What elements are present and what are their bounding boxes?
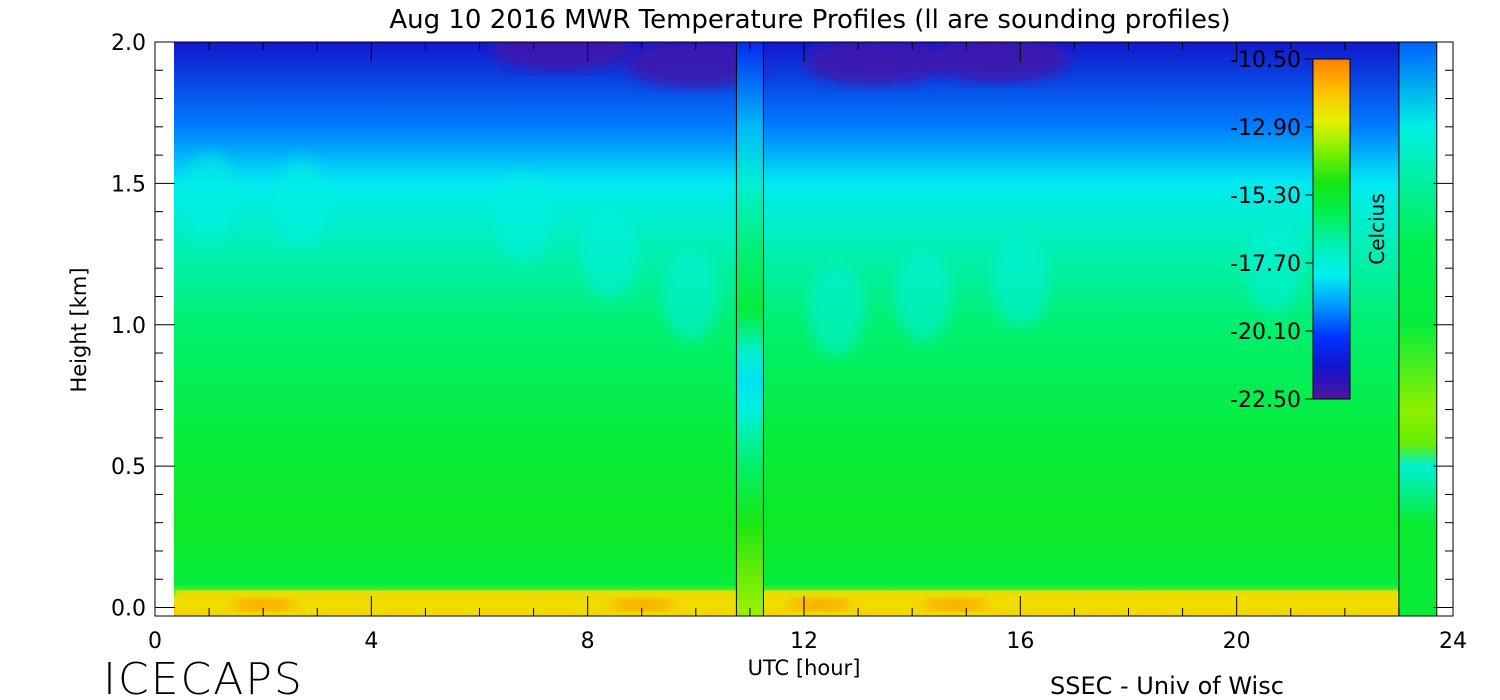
colorbar-tick-label: -10.50 <box>1230 48 1301 73</box>
sounding-column <box>1398 42 1437 616</box>
y-axis: 0.0 0.5 1.0 1.5 2.0 <box>111 31 175 622</box>
surface-warm-spot <box>788 598 853 611</box>
colorbar: -10.50 -12.90 -15.30 -17.70 -20.10 -22.50 Cel… <box>1230 48 1389 413</box>
sounding-layer <box>735 42 1438 616</box>
colorbar-tick-label: -22.50 <box>1230 388 1301 413</box>
x-tick-label: 16 <box>1006 629 1034 654</box>
chart-title: Aug 10 2016 MWR Temperature Profiles (ll… <box>389 5 1230 35</box>
colorbar-ticks: -10.50 -12.90 -15.30 -17.70 -20.10 -22.50 <box>1230 48 1313 413</box>
colorbar-tick-label: -17.70 <box>1230 252 1301 277</box>
cool-lobe <box>494 172 551 263</box>
y-tick-label: 0.5 <box>111 455 146 480</box>
cool-lobe <box>894 251 951 342</box>
surface-warm-spot <box>923 598 988 611</box>
cold-upper-blob <box>625 42 766 89</box>
x-axis-label: UTC [hour] <box>748 656 861 680</box>
x-tick-label: 12 <box>790 629 818 654</box>
cool-lobe <box>1246 223 1303 314</box>
cold-upper-blob <box>490 42 631 72</box>
heatmap-texture <box>176 42 1437 616</box>
cool-lobe <box>273 158 330 249</box>
x-tick-label: 8 <box>581 629 595 654</box>
colorbar-gradient <box>1312 58 1351 400</box>
surface-warm-spot <box>609 598 674 611</box>
y-tick-label: 1.5 <box>111 172 146 197</box>
cool-lobe <box>181 152 238 243</box>
heatmap-field <box>174 42 1436 616</box>
surface-warm-spot <box>231 598 296 611</box>
cool-lobe <box>581 209 638 300</box>
colorbar-tick-label: -15.30 <box>1230 184 1301 209</box>
y-axis-label: Height [km] <box>67 267 91 392</box>
y-tick-label: 0.0 <box>111 597 146 622</box>
cold-upper-blob <box>804 42 945 86</box>
y-axis-right-ticks <box>1433 41 1453 609</box>
y-tick-label: 1.0 <box>111 314 146 339</box>
x-tick-label: 20 <box>1223 629 1251 654</box>
colorbar-tick-label: -12.90 <box>1230 116 1301 141</box>
x-tick-label: 24 <box>1439 629 1467 654</box>
x-axis: 0 4 8 12 16 20 24 <box>148 42 1467 654</box>
x-tick-label: 4 <box>364 629 378 654</box>
footer-ssec: SSEC - Univ of Wisc <box>1050 672 1284 700</box>
cold-upper-blob <box>928 42 1069 83</box>
plot-area <box>174 42 1438 616</box>
cool-lobe <box>808 265 865 356</box>
x-tick-label: 0 <box>148 629 162 654</box>
cool-lobe <box>992 237 1049 328</box>
footer-icecaps: ICECAPS <box>103 654 304 700</box>
colorbar-label: Celcius <box>1365 193 1389 264</box>
colorbar-tick-label: -20.10 <box>1230 320 1301 345</box>
cool-lobe <box>662 251 719 342</box>
sounding-column <box>736 42 764 616</box>
y-tick-label: 2.0 <box>111 31 146 56</box>
